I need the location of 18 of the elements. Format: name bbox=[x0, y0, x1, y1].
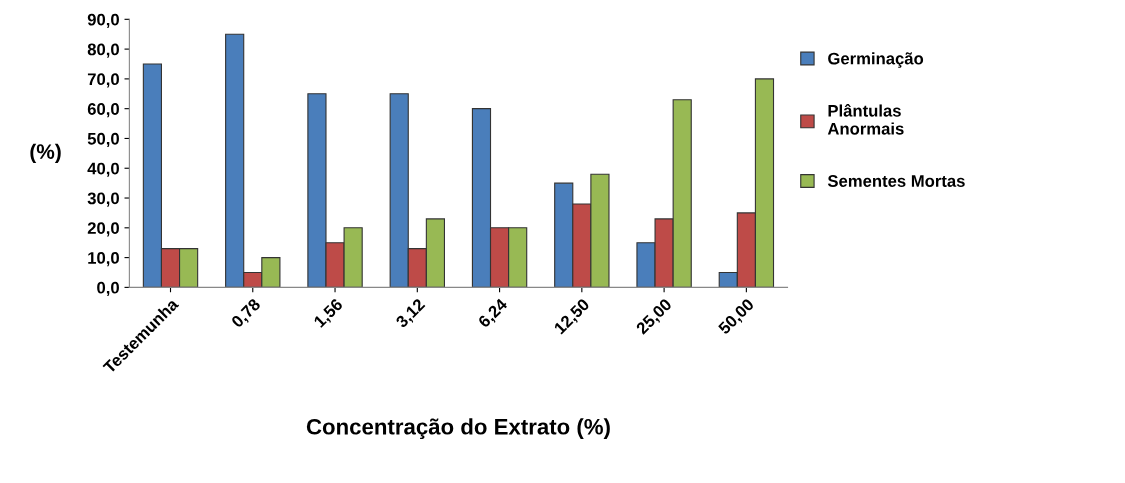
x-axis-title: Concentração do Extrato (%) bbox=[306, 418, 610, 440]
legend-label: Plântulas Anormais bbox=[827, 104, 904, 135]
y-tick-label: 50,0 bbox=[87, 132, 119, 148]
y-tick-label: 10,0 bbox=[88, 252, 119, 267]
legend-label: Germinação bbox=[828, 52, 924, 68]
legend-label: Sementes Mortas bbox=[827, 175, 965, 187]
y-tick-label: 80,0 bbox=[87, 43, 119, 58]
y-tick-label: 90,0 bbox=[87, 13, 119, 28]
x-tick-label: 3,12 bbox=[394, 297, 428, 331]
y-tick-label: 20,0 bbox=[87, 222, 119, 237]
x-tick-label: 0,78 bbox=[230, 297, 263, 330]
y-axis-title: (%) bbox=[30, 143, 61, 164]
y-tick-label: 0,0 bbox=[97, 281, 119, 296]
x-tick-label: 6,24 bbox=[477, 297, 510, 330]
y-tick-label: 60,0 bbox=[87, 103, 119, 118]
y-tick-label: 30,0 bbox=[87, 192, 119, 207]
y-tick-label: 40,0 bbox=[87, 162, 119, 177]
y-tick-label: 70,0 bbox=[87, 73, 119, 88]
